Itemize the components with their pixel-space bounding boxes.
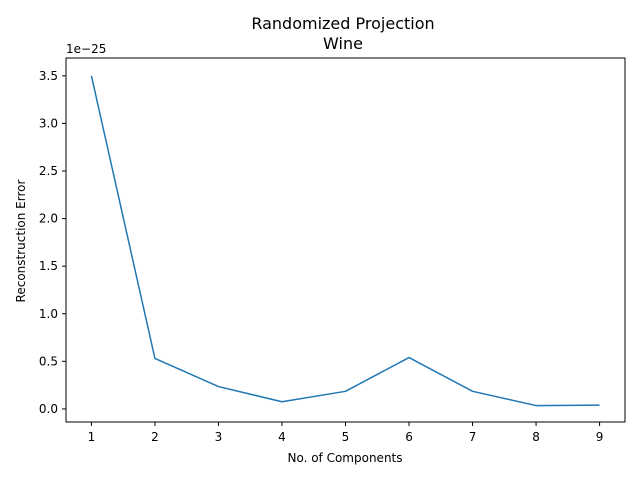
- plot-area: 0.0 0.5 1.0 1.5 2.0 2.5 3.0 3.5 1 2 3 4 5 6 7 8 9: [39, 57, 626, 444]
- x-tick-label: 5: [342, 430, 350, 444]
- y-tick-label: 3.5: [39, 69, 58, 83]
- y-offset-label: 1e−25: [66, 42, 106, 56]
- y-axis-label: Reconstruction Error: [14, 180, 28, 303]
- x-tick-label: 7: [469, 430, 477, 444]
- y-tick-label: 3.0: [39, 116, 58, 130]
- x-tick-label: 3: [215, 430, 223, 444]
- axes-frame: [65, 57, 626, 423]
- x-tick-label: 1: [88, 430, 96, 444]
- y-tick-label: 1.0: [39, 307, 58, 321]
- chart-subtitle: Wine: [323, 34, 363, 53]
- x-axis-label: No. of Components: [287, 451, 402, 465]
- y-tick-label: 0.0: [39, 402, 58, 416]
- y-tick-label: 2.0: [39, 212, 58, 226]
- x-axis-ticks: 1 2 3 4 5 6 7 8 9: [88, 422, 604, 444]
- x-tick-label: 6: [405, 430, 413, 444]
- y-tick-label: 1.5: [39, 259, 58, 273]
- series-line: [90, 75, 600, 407]
- y-axis-ticks: 0.0 0.5 1.0 1.5 2.0 2.5 3.0 3.5: [39, 69, 66, 416]
- x-tick-label: 9: [596, 430, 604, 444]
- x-tick-label: 8: [532, 430, 540, 444]
- y-tick-label: 0.5: [39, 354, 58, 368]
- y-tick-label: 2.5: [39, 164, 58, 178]
- x-tick-label: 2: [151, 430, 159, 444]
- chart-title: Randomized Projection: [251, 14, 434, 33]
- x-tick-label: 4: [278, 430, 286, 444]
